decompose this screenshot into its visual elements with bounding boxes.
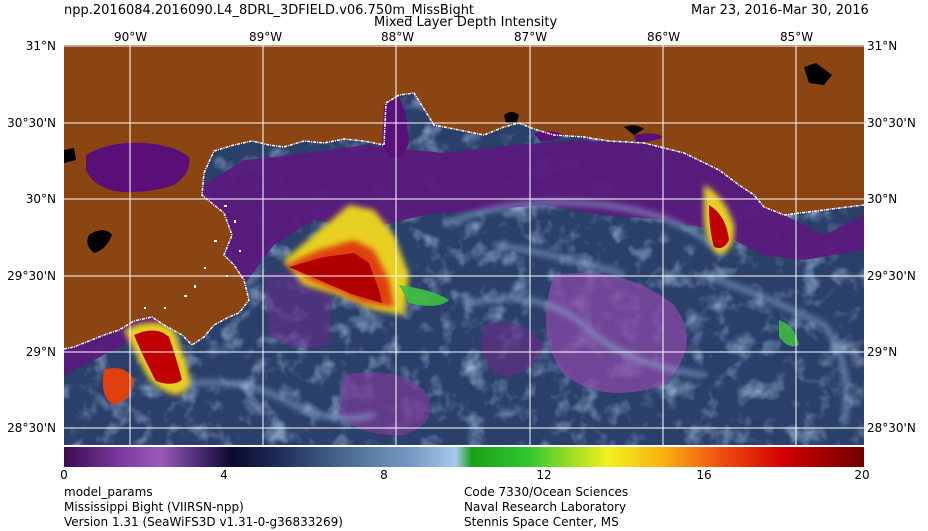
lon-label-top: 87°W [514, 30, 548, 44]
date-range: Mar 23, 2016-Mar 30, 2016 [691, 3, 869, 18]
inland-no-data [87, 230, 112, 253]
mid-value-filaments [183, 199, 850, 426]
footer-region: Mississippi Bight (VIIRSN-npp) [64, 500, 244, 514]
colorbar-tick-label: 20 [854, 468, 870, 482]
inland-no-data [804, 63, 832, 85]
lat-label-left: 29°N [25, 345, 56, 359]
lon-label-top: 90°W [114, 30, 148, 44]
lat-label-right: 30°N [867, 192, 898, 206]
coastline [64, 92, 864, 350]
footer-location: Stennis Space Center, MS [464, 515, 619, 529]
footer-org-code: Code 7330/Ocean Sciences [464, 485, 629, 499]
lat-label-left: 28°30'N [7, 421, 56, 435]
lat-label-left: 29°30'N [7, 269, 56, 283]
graticule [64, 45, 864, 445]
lat-label-right: 30°30'N [867, 116, 916, 130]
inland-no-data [504, 112, 519, 125]
inland-no-data [64, 148, 76, 163]
mixed-layer-depth-map[interactable] [64, 45, 864, 445]
colorbar-tick-label: 16 [696, 468, 712, 482]
colorbar-tick-label: 12 [536, 468, 552, 482]
bay-water [534, 131, 564, 141]
hotspot-mississippi-plume [284, 205, 449, 315]
land-mass [64, 45, 864, 349]
lon-label-top: 85°W [780, 30, 814, 44]
lake-pontchartrain [86, 142, 190, 193]
lon-label-top: 88°W [381, 30, 415, 44]
lon-label-top: 89°W [249, 30, 283, 44]
lat-label-right: 29°30'N [867, 269, 916, 283]
colorbar-tick-label: 8 [380, 468, 388, 482]
footer-version: Version 1.31 (SeaWiFS3D v1.31-0-g3683326… [64, 515, 343, 529]
hotspot-florida-coast [704, 185, 799, 347]
lon-label-top: 86°W [647, 30, 681, 44]
footer-model-params: model_params [64, 485, 153, 499]
lat-label-left: 30°30'N [7, 116, 56, 130]
offshore-low-patch [264, 271, 334, 349]
inland-no-data [624, 125, 644, 135]
offshore-low-patch [481, 322, 544, 377]
lat-label-right: 31°N [867, 39, 898, 53]
colorbar-tick-label: 4 [220, 468, 228, 482]
lat-label-left: 31°N [25, 39, 56, 53]
lat-label-right: 28°30'N [867, 421, 916, 435]
lat-label-right: 29°N [867, 345, 898, 359]
lat-label-left: 30°N [25, 192, 56, 206]
footer-org-name: Naval Research Laboratory [464, 500, 627, 514]
colorbar-tick-label: 0 [60, 468, 68, 482]
bay-water [634, 133, 664, 143]
map-subtitle: Mixed Layer Depth Intensity [374, 15, 558, 30]
product-id-title: npp.2016084.2016090.L4_8DRL_3DFIELD.v06.… [64, 3, 475, 18]
hotspot-breton-sound [102, 322, 191, 405]
colorbar [64, 447, 864, 467]
